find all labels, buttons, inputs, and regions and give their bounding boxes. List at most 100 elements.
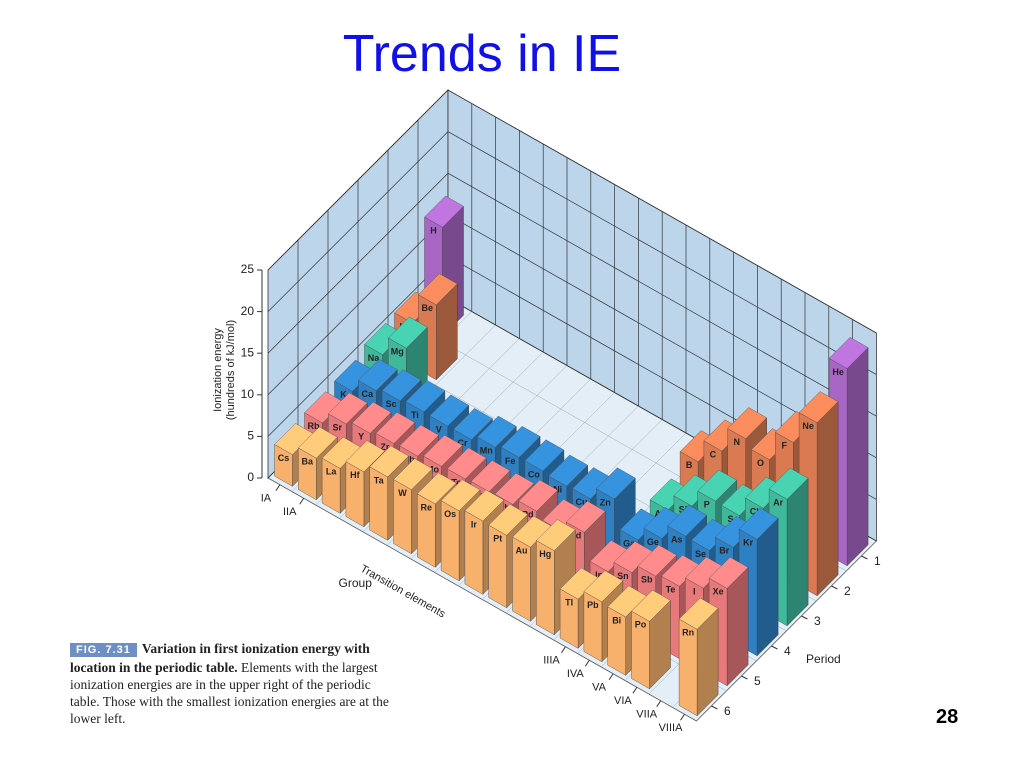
bar-top — [470, 460, 511, 492]
bar-label: Rn — [682, 627, 694, 637]
y-tick-label: 15 — [241, 345, 255, 359]
period-tick — [801, 615, 808, 620]
bar-label: Cs — [278, 453, 290, 463]
bar-top — [697, 469, 738, 502]
bar-label: Ta — [374, 475, 385, 485]
x-tick — [275, 484, 281, 492]
bar-top — [500, 426, 541, 458]
bar-label: La — [326, 467, 337, 477]
bar-label: Os — [444, 509, 456, 519]
period-label: 3 — [814, 614, 821, 628]
x-tick-label: IIA — [283, 506, 297, 518]
x-tick — [632, 686, 638, 694]
period-tick — [831, 585, 838, 590]
x-tick — [680, 713, 685, 721]
bar-top — [375, 412, 416, 444]
bar-top — [631, 589, 671, 622]
bar-label: Tc — [451, 477, 461, 487]
x-tick-label: IA — [261, 493, 272, 505]
x-tick — [584, 659, 590, 667]
bar-label: Mg — [391, 346, 404, 356]
grid-line — [267, 89, 449, 271]
x-tick-label: IIIA — [543, 655, 560, 667]
bar-label: Ca — [362, 389, 374, 399]
bar-top — [446, 447, 487, 480]
y-tick-label: 10 — [241, 387, 255, 401]
bar-top — [524, 439, 565, 472]
bar-top — [464, 489, 505, 522]
y-tick-label: 20 — [241, 304, 255, 318]
bar-label: Cu — [576, 497, 588, 507]
bar-top — [488, 503, 529, 536]
caption-heading: Variation in first ionization energy wit… — [70, 641, 370, 675]
bar-top — [548, 454, 589, 487]
bar-label: Mo — [426, 465, 439, 475]
bar-top — [440, 479, 481, 512]
x-tick — [299, 497, 305, 505]
y-axis-label: (hundreds of kJ/mol) — [225, 320, 237, 420]
bar-label: N — [733, 437, 740, 447]
grid-line — [267, 214, 449, 396]
x-tick-label: VIIIA — [659, 722, 684, 734]
figure-number: FIG. 7.31 — [70, 643, 137, 657]
bar-label: K — [340, 390, 347, 400]
bar-label: Pb — [587, 600, 599, 610]
bar-side — [846, 347, 869, 567]
bar-top — [369, 445, 410, 478]
bar-label: Ar — [773, 498, 783, 508]
bar-top — [429, 394, 470, 427]
x-tick-label: VIIA — [636, 709, 657, 721]
bar-top — [387, 316, 428, 349]
bar-label: Si — [679, 504, 688, 514]
slide-title: Trends in IE — [342, 25, 622, 83]
period-label: 1 — [874, 554, 881, 568]
caption-text: Elements with the largest ionization ene… — [70, 660, 389, 726]
bar-label: In — [595, 570, 603, 580]
bar-label: B — [686, 460, 693, 470]
bar-top — [345, 440, 386, 473]
bar-label: C — [710, 449, 717, 459]
bar-label: I — [693, 586, 696, 596]
bar-label: Ne — [802, 421, 814, 431]
bar-label: He — [832, 367, 844, 377]
bar-label: Br — [719, 546, 729, 556]
bar-label: Pt — [493, 534, 502, 544]
x-axis-label: Group — [339, 576, 373, 590]
grid-line — [267, 172, 449, 354]
bar-label: Sn — [617, 571, 629, 581]
bar-side — [786, 477, 809, 627]
bar-label: W — [398, 488, 407, 498]
bar-label: Hg — [539, 549, 551, 559]
y-axis-label: Ionization energy — [212, 328, 224, 412]
page-number: 28 — [936, 706, 959, 728]
bar-label: Te — [666, 585, 676, 595]
bar-label: Sb — [641, 574, 653, 584]
bar-label: Ir — [471, 519, 478, 529]
bar-top — [637, 544, 678, 577]
period-label: 4 — [784, 644, 791, 658]
bar-label: Y — [358, 432, 364, 442]
grid-line — [447, 89, 877, 334]
bar-top — [535, 519, 576, 551]
bar-label: Ga — [623, 538, 636, 548]
bar-top — [476, 415, 517, 448]
bar-top — [381, 369, 422, 402]
grid-line — [447, 172, 877, 417]
x-tick-label: VIA — [614, 695, 632, 707]
y-tick-label: 0 — [247, 470, 254, 484]
bar-top — [405, 380, 446, 413]
y-tick-label: 25 — [241, 262, 255, 276]
x-tick — [656, 700, 662, 708]
bar-top — [708, 556, 749, 589]
bar-label: Mn — [480, 446, 493, 456]
period-tick — [861, 555, 868, 560]
bar-top — [828, 337, 869, 369]
bar-top — [583, 570, 624, 603]
x-tick — [561, 646, 566, 654]
period-tick — [711, 705, 718, 710]
bar-top — [667, 504, 708, 537]
figure-caption: FIG. 7.31 Variation in first ionization e… — [70, 640, 390, 727]
bar-label: Hf — [350, 470, 360, 480]
bar-top — [453, 408, 493, 440]
